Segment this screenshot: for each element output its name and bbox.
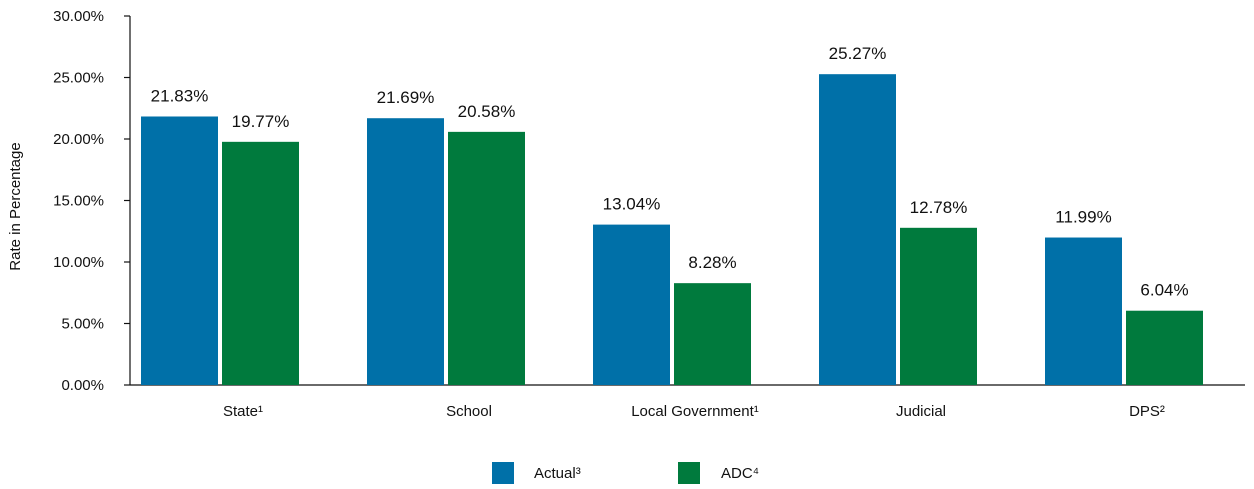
bar-adc — [1126, 310, 1203, 385]
y-tick-label: 10.00% — [53, 254, 104, 271]
bar-adc — [900, 227, 977, 385]
bar-actual — [593, 224, 670, 385]
bars — [141, 74, 1203, 385]
y-tick-label: 30.00% — [53, 8, 104, 25]
data-label: 20.58% — [458, 102, 516, 121]
y-tick-label: 0.00% — [61, 377, 104, 394]
category-label: School — [446, 403, 492, 420]
data-label: 13.04% — [603, 195, 661, 214]
data-label: 21.83% — [151, 86, 209, 105]
bar-adc — [222, 141, 299, 385]
data-label: 11.99% — [1055, 208, 1111, 227]
bar-actual — [367, 118, 444, 385]
y-tick-label: 15.00% — [53, 193, 104, 210]
y-axis-title: Rate in Percentage — [7, 142, 24, 270]
legend-swatch — [492, 462, 514, 484]
y-tick-label: 20.00% — [53, 131, 104, 148]
data-label: 6.04% — [1140, 281, 1188, 300]
category-labels: State¹ School Local Government¹ Judicial DPS… — [223, 403, 1165, 420]
bar-adc — [448, 131, 525, 385]
legend-label: ADC⁴ — [721, 465, 759, 482]
data-label: 25.27% — [829, 44, 887, 63]
bar-actual — [1045, 237, 1122, 385]
data-label: 19.77% — [232, 112, 290, 131]
data-label: 12.78% — [910, 198, 968, 217]
y-axis: 0.00% 5.00% 10.00% 15.00% 20.00% 25.00% 30.00% — [53, 8, 131, 394]
legend: Actual³ ADC⁴ — [492, 462, 759, 484]
bar-actual — [819, 74, 896, 385]
data-label: 8.28% — [688, 253, 736, 272]
category-label: State¹ — [223, 403, 263, 420]
y-tick-label: 25.00% — [53, 70, 104, 87]
data-label: 21.69% — [377, 88, 435, 107]
legend-swatch — [678, 462, 700, 484]
data-labels: 21.83% 19.77% 21.69% 20.58% 13.04% 8.28% 25.27… — [151, 44, 1189, 300]
category-label: DPS² — [1129, 403, 1165, 420]
bar-actual — [141, 116, 218, 385]
legend-label: Actual³ — [534, 465, 581, 482]
category-label: Local Government¹ — [631, 403, 759, 420]
category-label: Judicial — [896, 403, 946, 420]
y-tick-label: 5.00% — [61, 316, 104, 333]
bar-adc — [674, 283, 751, 385]
